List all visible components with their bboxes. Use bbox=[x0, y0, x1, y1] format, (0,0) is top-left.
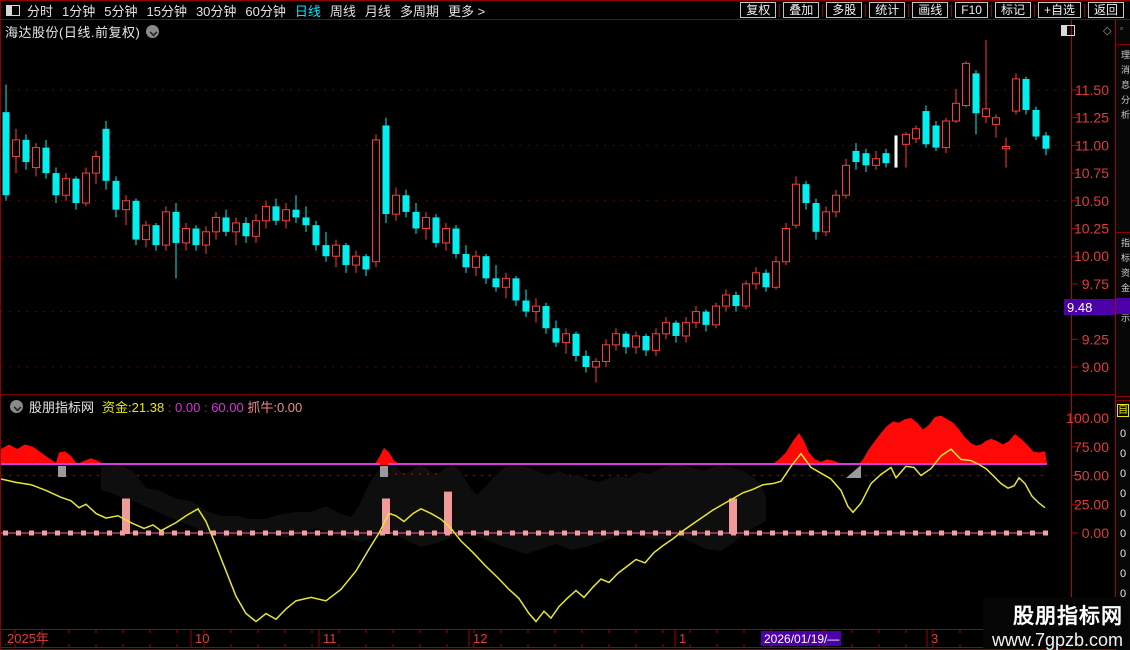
svg-text:2025年: 2025年 bbox=[7, 631, 49, 646]
watermark-site-name: 股朋指标网 bbox=[1013, 605, 1123, 628]
rail-vertical-text: 指标资金提示 bbox=[1120, 238, 1130, 328]
toolbar-separator bbox=[865, 3, 867, 17]
svg-text:11.50: 11.50 bbox=[1075, 82, 1109, 98]
svg-text:50.00: 50.00 bbox=[1074, 468, 1109, 484]
tab-5分钟[interactable]: 5分钟 bbox=[104, 3, 138, 19]
rail-top-icon: ▫ bbox=[1120, 24, 1123, 33]
indicator-value-segment: : bbox=[200, 399, 212, 415]
button-多股[interactable]: 多股 bbox=[826, 2, 863, 18]
rail-vertical-text: 理消息分析 bbox=[1120, 50, 1130, 125]
svg-text:9.25: 9.25 bbox=[1082, 331, 1109, 347]
collapse-chevron-icon[interactable] bbox=[146, 24, 160, 38]
indicator-value-segment: 0.00 bbox=[175, 399, 201, 415]
svg-text:9.48: 9.48 bbox=[1067, 300, 1092, 315]
svg-text:100.00: 100.00 bbox=[1066, 410, 1109, 426]
toolbar-separator bbox=[779, 3, 781, 17]
indicator-value-segment: 0.00 bbox=[276, 399, 303, 415]
button-复权[interactable]: 复权 bbox=[740, 2, 777, 18]
period-toolbar: 分时 1分钟 5分钟 15分钟 30分钟 60分钟 日线 周线 月线 多周期 更多 > 复权 叠加 多股… bbox=[1, 1, 1130, 20]
rail-divider bbox=[1116, 396, 1130, 397]
svg-text:9.75: 9.75 bbox=[1082, 276, 1109, 292]
toolbar-separator bbox=[908, 3, 910, 17]
indicator-title: 股朋指标网 bbox=[29, 399, 95, 415]
svg-text:9.00: 9.00 bbox=[1082, 359, 1109, 375]
toolbar-separator bbox=[1033, 3, 1035, 17]
svg-text:3: 3 bbox=[931, 631, 938, 646]
page-title: 海达股份(日线.前复权) bbox=[5, 24, 141, 40]
rail-price-marker bbox=[1116, 298, 1130, 314]
indicator-value-segment: : bbox=[164, 399, 176, 415]
indicator-value-segment: 资金: bbox=[102, 399, 132, 415]
tab-15分钟[interactable]: 15分钟 bbox=[146, 3, 187, 19]
tab-更多 >[interactable]: 更多 > bbox=[447, 3, 486, 19]
button-+自选[interactable]: +自选 bbox=[1037, 2, 1081, 18]
watermark-url: www.7gpzb.com bbox=[991, 630, 1123, 650]
toolbar-separator bbox=[990, 3, 992, 17]
rail-divider bbox=[1116, 44, 1130, 45]
indicator-value-segment: 抓牛: bbox=[243, 399, 277, 415]
svg-text:11.25: 11.25 bbox=[1075, 110, 1109, 126]
button-统计[interactable]: 统计 bbox=[869, 2, 906, 18]
button-画线[interactable]: 画线 bbox=[912, 2, 949, 18]
tab-60分钟[interactable]: 60分钟 bbox=[245, 3, 286, 19]
tab-月线[interactable]: 月线 bbox=[364, 3, 391, 19]
tab-分时[interactable]: 分时 bbox=[27, 3, 54, 19]
rail-divider bbox=[1116, 400, 1130, 401]
indicator-header: 股朋指标网 资金:21.38 : 0.00 : 60.00 抓牛:0.00 bbox=[4, 397, 302, 416]
watermark: 股朋指标网 www.7gpzb.com bbox=[983, 597, 1129, 650]
svg-text:11: 11 bbox=[323, 631, 337, 646]
svg-text:0.00: 0.00 bbox=[1082, 525, 1109, 541]
svg-text:12: 12 bbox=[473, 631, 487, 646]
indicator-value-segment: 60.00 bbox=[211, 399, 244, 415]
svg-text:10.50: 10.50 bbox=[1074, 193, 1109, 209]
svg-text:75.00: 75.00 bbox=[1074, 439, 1109, 455]
layout-panel-icon[interactable] bbox=[1061, 25, 1075, 36]
tools-buttons: 复权 叠加 多股 统计 画线 F10 标记 +自选 返回 bbox=[737, 2, 1130, 18]
rail-divider bbox=[1116, 232, 1130, 233]
button-返回[interactable]: 返回 bbox=[1087, 2, 1124, 18]
svg-text:10: 10 bbox=[195, 631, 209, 646]
svg-text:25.00: 25.00 bbox=[1074, 496, 1109, 512]
svg-text:2026/01/19/—: 2026/01/19/— bbox=[764, 632, 839, 646]
indicator-values: 资金:21.38 : 0.00 : 60.00 抓牛:0.00 bbox=[102, 397, 302, 416]
tab-日线[interactable]: 日线 bbox=[294, 3, 321, 19]
button-标记[interactable]: 标记 bbox=[994, 2, 1031, 18]
diamond-icon[interactable]: ◇ bbox=[1103, 25, 1112, 37]
svg-text:1: 1 bbox=[679, 631, 686, 646]
chart-title-row: 海达股份(日线.前复权) bbox=[5, 23, 160, 40]
indicator-value-segment: 21.38 bbox=[131, 399, 165, 415]
clipped-bottom-fragment: ··· bbox=[4, 640, 12, 649]
indicator-collapse-icon[interactable] bbox=[10, 399, 23, 413]
title-row-icons: ◇ bbox=[1059, 23, 1113, 39]
tab-周线[interactable]: 周线 bbox=[329, 3, 356, 19]
button-F10[interactable]: F10 bbox=[955, 2, 988, 18]
tab-多周期[interactable]: 多周期 bbox=[399, 3, 439, 19]
toolbar-separator bbox=[951, 3, 953, 17]
button-叠加[interactable]: 叠加 bbox=[783, 2, 820, 18]
rail-badge[interactable]: 自 bbox=[1117, 404, 1129, 417]
svg-text:10.75: 10.75 bbox=[1074, 165, 1109, 181]
tab-1分钟[interactable]: 1分钟 bbox=[62, 3, 96, 19]
toolbar-separator bbox=[822, 3, 824, 17]
svg-text:11.00: 11.00 bbox=[1075, 137, 1109, 153]
toolbar-separator bbox=[1083, 3, 1085, 17]
svg-text:10.25: 10.25 bbox=[1074, 221, 1109, 237]
svg-text:10.00: 10.00 bbox=[1074, 248, 1109, 264]
panel-toggle-icon[interactable] bbox=[6, 4, 20, 16]
period-tabs: 分时 1分钟 5分钟 15分钟 30分钟 60分钟 日线 周线 月线 多周期 更多 > bbox=[27, 1, 485, 20]
tab-30分钟[interactable]: 30分钟 bbox=[195, 3, 237, 19]
